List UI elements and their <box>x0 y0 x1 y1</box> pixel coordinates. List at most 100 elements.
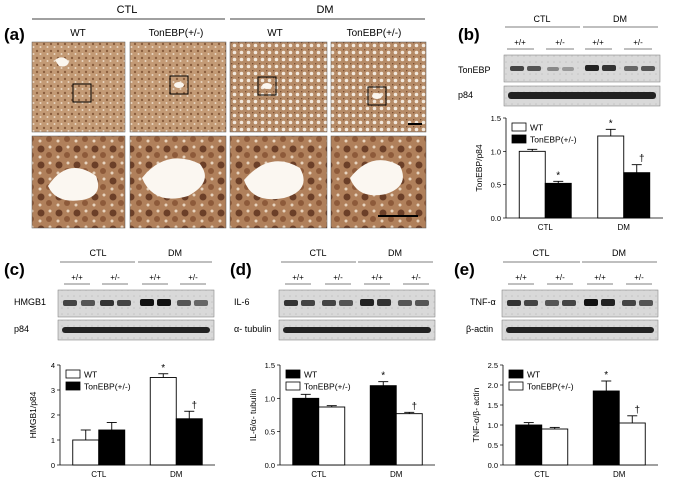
bar <box>623 172 651 219</box>
y-tick-label: 2 <box>51 411 55 420</box>
panel-c-genotype: +/- <box>188 273 198 282</box>
y-tick-label: 0.5 <box>488 441 498 450</box>
bar <box>544 182 572 219</box>
bar <box>72 439 100 466</box>
bar <box>597 135 625 219</box>
significance-mark: * <box>609 118 613 129</box>
bar <box>515 424 543 466</box>
significance-mark: * <box>161 363 165 374</box>
bar <box>98 429 126 466</box>
panel-d-letter: (d) <box>230 260 252 279</box>
y-tick-label: 1 <box>51 436 55 445</box>
micrograph-high-het-ctl <box>129 135 227 229</box>
western-blot-actin <box>501 319 659 341</box>
y-tick-label: 0.0 <box>488 461 498 470</box>
y-tick-label: 0.5 <box>265 428 275 437</box>
panel-a-col-label: TonEBP(+/-) <box>149 28 204 39</box>
legend-label: TonEBP(+/-) <box>527 382 574 392</box>
y-tick-label: 0.0 <box>265 461 275 470</box>
panel-b-blot-label: TonEBP <box>458 65 491 75</box>
panel-c-letter: (c) <box>4 260 25 279</box>
panel-b-ctl-label: CTL <box>533 14 550 24</box>
y-tick-label: 1.0 <box>491 147 501 156</box>
chart-panel-e: 0.0 0.5 1.0 1.5 2.0 2.5 TNF-α/β- actin CTL DM * † W… <box>471 361 658 479</box>
panel-a-dm-label: DM <box>316 4 333 16</box>
panel-d-blot-label: IL-6 <box>234 297 250 307</box>
panel-c-ctl-label: CTL <box>89 248 106 258</box>
significance-mark: * <box>556 170 560 181</box>
panel-e-genotype: +/- <box>634 273 644 282</box>
panel-a-col-label: TonEBP(+/-) <box>347 28 402 39</box>
panel-b-blot-label: p84 <box>458 90 473 100</box>
western-blot-tnf <box>501 289 659 318</box>
panel-a-col-label: WT <box>267 28 283 39</box>
panel-a-letter: (a) <box>4 25 25 44</box>
western-blot-p84 <box>57 319 215 341</box>
panel-b-genotype: +/+ <box>592 38 604 47</box>
y-tick-label: 2.5 <box>488 361 498 370</box>
legend-swatch <box>508 369 524 379</box>
western-blot-tonebp <box>503 54 661 83</box>
panel-b-dm-label: DM <box>613 14 627 24</box>
legend-swatch <box>285 381 301 391</box>
panel-d-genotype: +/+ <box>371 273 383 282</box>
micrograph-low-het-dm <box>330 41 427 133</box>
y-tick-label: 0.5 <box>491 181 501 190</box>
panel-c-dm-label: DM <box>168 248 182 258</box>
panel-e-ctl-label: CTL <box>532 248 549 258</box>
panel-e-blot-label: TNF-α <box>470 297 496 307</box>
legend-label: WT <box>304 370 317 380</box>
legend-swatch <box>285 369 301 379</box>
y-axis-label: HMGB1/p84 <box>28 391 38 438</box>
legend-label: WT <box>84 370 97 380</box>
bar <box>369 385 397 466</box>
legend-swatch <box>511 134 527 144</box>
bar <box>518 150 546 219</box>
y-axis-label: IL-6/α- tubulin <box>248 389 258 441</box>
y-axis-label: TonEBP/p84 <box>474 144 484 192</box>
chart-panel-d: 0.0 0.5 1.0 1.5 IL-6/α- tubulin CTL DM * † WT TonE… <box>248 361 435 479</box>
legend-swatch <box>65 381 81 391</box>
panel-d-genotype: +/- <box>411 273 421 282</box>
panel-d-ctl-label: CTL <box>309 248 326 258</box>
micrograph-high-wt-dm <box>229 135 328 229</box>
significance-mark: * <box>604 370 608 381</box>
micrograph-low-het-ctl <box>129 41 227 133</box>
panel-b-genotype: +/- <box>633 38 643 47</box>
panel-d-genotype: +/+ <box>292 273 304 282</box>
x-tick-label: DM <box>390 470 403 479</box>
bar <box>395 413 423 466</box>
x-tick-label: DM <box>613 470 626 479</box>
western-blot-hmgb1 <box>57 289 215 318</box>
bar <box>541 428 569 466</box>
y-tick-label: 0 <box>51 461 55 470</box>
bar <box>592 390 620 466</box>
panel-e-genotype: +/+ <box>594 273 606 282</box>
panel-d-dm-label: DM <box>388 248 402 258</box>
bar <box>292 397 320 466</box>
legend-label: TonEBP(+/-) <box>84 382 131 392</box>
x-tick-label: CTL <box>91 470 107 479</box>
significance-mark: † <box>634 405 640 416</box>
panel-c-blot-label: HMGB1 <box>14 297 46 307</box>
legend-label: WT <box>527 370 540 380</box>
panel-c-blot-label: p84 <box>14 324 29 334</box>
micrograph-high-wt-ctl <box>31 135 126 229</box>
panel-b-genotype: +/- <box>555 38 565 47</box>
legend-swatch <box>508 381 524 391</box>
significance-mark: * <box>381 371 385 382</box>
significance-mark: † <box>191 400 197 411</box>
micrograph-low-wt-dm <box>229 41 328 133</box>
x-tick-label: DM <box>170 470 183 479</box>
western-blot-il6 <box>278 289 436 318</box>
legend-label: TonEBP(+/-) <box>530 135 577 145</box>
panel-d-genotype: +/- <box>333 273 343 282</box>
y-tick-label: 4 <box>51 361 55 370</box>
y-tick-label: 1.5 <box>265 361 275 370</box>
panel-b-letter: (b) <box>458 25 480 44</box>
chart-panel-b: 0.0 0.5 1.0 1.5 TonEBP/p84 CTL * DM * † WT TonEBP(+… <box>474 114 663 232</box>
significance-mark: † <box>411 401 417 412</box>
y-axis-label: TNF-α/β- actin <box>471 387 481 442</box>
panel-c-genotype: +/- <box>110 273 120 282</box>
